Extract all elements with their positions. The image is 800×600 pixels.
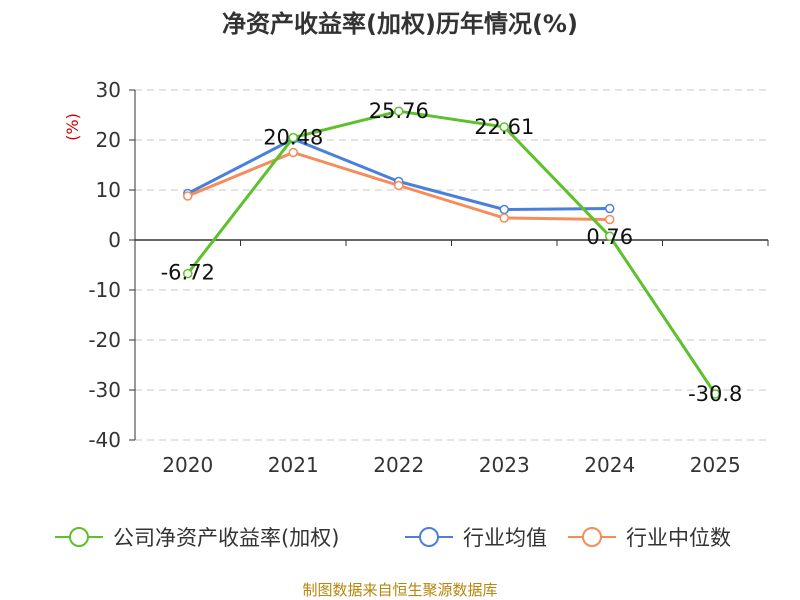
data-label: -6.72 bbox=[161, 261, 215, 285]
y-tick-label: 10 bbox=[96, 178, 121, 202]
grid-lines bbox=[135, 89, 768, 441]
data-point bbox=[288, 147, 298, 158]
x-tick-label: 2024 bbox=[584, 453, 635, 477]
legend-marker bbox=[69, 527, 89, 547]
legend: 公司净资产收益率(加权) 行业均值 行业中位数 bbox=[55, 526, 731, 550]
data-point bbox=[394, 106, 404, 116]
legend-marker bbox=[419, 527, 439, 547]
chart-title: 净资产收益率(加权)历年情况(%) bbox=[222, 10, 578, 38]
legend-label: 行业均值 bbox=[463, 526, 547, 550]
data-point bbox=[183, 268, 193, 279]
source-note: 制图数据来自恒生聚源数据库 bbox=[302, 581, 497, 599]
data-point bbox=[605, 214, 615, 225]
series-line bbox=[186, 109, 717, 395]
data-labels: -6.72 20.48 25.76 22.61 0.76 -30.8 bbox=[161, 99, 743, 406]
axes: 30 20 10 0 -10 -20 -30 -40 2020 2021 2022 2023 2024 2… bbox=[88, 78, 769, 477]
data-label: 0.76 bbox=[586, 225, 633, 249]
y-tick-label: -40 bbox=[88, 428, 121, 452]
data-point bbox=[499, 122, 509, 132]
series-line bbox=[187, 137, 610, 211]
data-point bbox=[499, 213, 509, 223]
x-tick-label: 2020 bbox=[162, 453, 213, 477]
legend-label: 行业中位数 bbox=[626, 526, 731, 550]
y-tick-label: -20 bbox=[88, 328, 121, 352]
data-point bbox=[710, 389, 720, 399]
data-label: 25.76 bbox=[369, 99, 429, 123]
data-point bbox=[394, 180, 404, 191]
y-tick-label: 0 bbox=[108, 228, 121, 252]
data-label: 20.48 bbox=[263, 126, 323, 150]
data-point bbox=[183, 191, 193, 201]
y-tick-label: 20 bbox=[96, 128, 121, 152]
data-label: 22.61 bbox=[474, 115, 534, 139]
x-tick-label: 2023 bbox=[479, 453, 530, 477]
data-label: -30.8 bbox=[688, 382, 742, 406]
series-lines bbox=[183, 106, 720, 399]
data-point bbox=[605, 203, 615, 214]
data-point bbox=[499, 204, 509, 215]
data-point bbox=[605, 231, 615, 241]
x-tick-label: 2025 bbox=[690, 453, 741, 477]
legend-label: 公司净资产收益率(加权) bbox=[113, 526, 339, 550]
y-axis-label: (%) bbox=[63, 113, 82, 141]
legend-marker bbox=[582, 527, 602, 547]
x-tick-label: 2021 bbox=[268, 453, 319, 477]
y-tick-label: 30 bbox=[96, 78, 121, 102]
data-point bbox=[288, 132, 298, 143]
x-tick-label: 2022 bbox=[373, 453, 424, 477]
y-tick-label: -10 bbox=[88, 278, 121, 302]
y-tick-label: -30 bbox=[88, 378, 121, 402]
